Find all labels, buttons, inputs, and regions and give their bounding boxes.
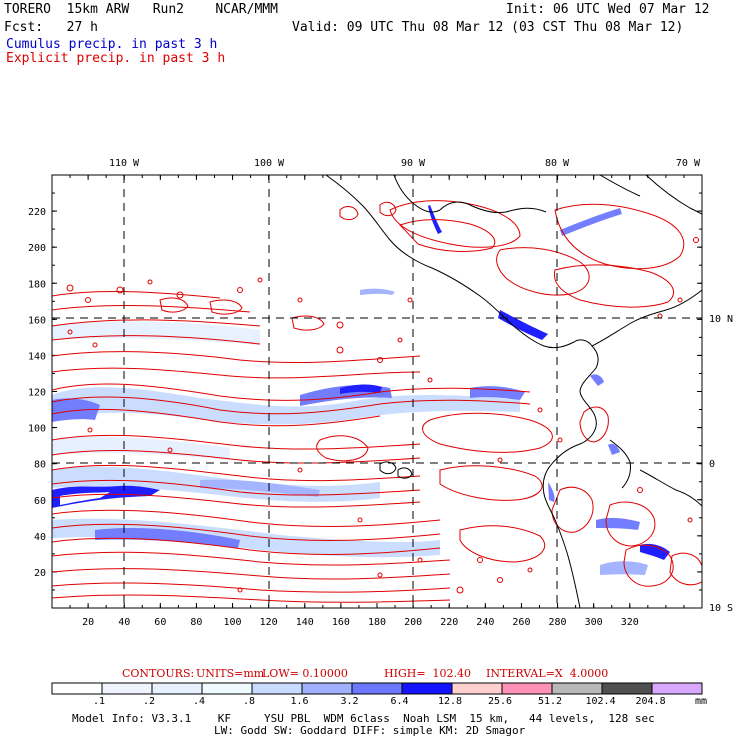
colorbar-label: 25.6 (488, 696, 513, 707)
colorbar-unit: mm (695, 696, 708, 707)
lat-label: 0 (709, 459, 715, 470)
x-tick-label: 220 (440, 617, 458, 628)
colorbar-label: 6.4 (390, 696, 409, 707)
colorbar-label: 204.8 (635, 696, 666, 707)
colorbar-swatch (401, 682, 453, 695)
contour-interval: INTERVAL=X 4.0000 (486, 667, 609, 680)
colorbar-swatch (101, 682, 153, 695)
x-tick-label: 280 (549, 617, 567, 628)
colorbar-label: .1 (93, 696, 106, 707)
x-tick-label: 180 (368, 617, 386, 628)
x-tick-label: 120 (260, 617, 278, 628)
explicit-precip-contours (52, 200, 702, 603)
lon-label: 70 W (676, 158, 701, 169)
y-tick-label: 120 (28, 388, 46, 399)
y-tick-label: 40 (34, 532, 46, 543)
colorbar-label: 102.4 (585, 696, 616, 707)
contour-units: UNITS=mm (196, 667, 265, 680)
x-tick-label: 160 (332, 617, 350, 628)
contour-low: LOW= 0.10000 (262, 667, 348, 680)
x-tick-label: 80 (190, 617, 202, 628)
x-tick-label: 20 (82, 617, 94, 628)
y-tick-label: 100 (28, 424, 46, 435)
coastlines (325, 175, 702, 608)
colorbar-label: .8 (243, 696, 256, 707)
physics-info: LW: Godd SW: Goddard DIFF: simple KM: 2D… (214, 724, 526, 737)
model-title: TORERO 15km ARW Run2 NCAR/MMM (4, 2, 278, 17)
x-tick-label: 60 (154, 617, 166, 628)
lon-label: 80 W (545, 158, 570, 169)
colorbar-swatch (601, 682, 653, 695)
contour-high: HIGH= 102.40 (384, 667, 472, 680)
lon-label: 100 W (254, 158, 285, 169)
lon-label: 110 W (109, 158, 140, 169)
colorbar-label: .4 (193, 696, 206, 707)
x-tick-label: 300 (585, 617, 603, 628)
cumulus-legend: Cumulus precip. in past 3 h (6, 37, 218, 52)
colorbar-label: .2 (143, 696, 156, 707)
right-latitude-labels: 10 N 0 10 S (709, 314, 733, 614)
x-tick-label: 240 (476, 617, 494, 628)
lat-label: 10 S (709, 603, 733, 614)
x-tick-label: 200 (404, 617, 422, 628)
colorbar-label: 1.6 (290, 696, 309, 707)
colorbar-label: 12.8 (438, 696, 463, 707)
y-tick-label: 60 (34, 496, 46, 507)
colorbar-swatch (201, 682, 253, 695)
y-tick-label: 180 (28, 279, 46, 290)
x-tick-label: 40 (118, 617, 130, 628)
colorbar-swatch (151, 682, 203, 695)
latlon-grid (52, 175, 702, 608)
valid-time: Valid: 09 UTC Thu 08 Mar 12 (03 CST Thu … (292, 20, 684, 35)
colorbar-swatch (501, 682, 553, 695)
colorbar-swatch (301, 682, 353, 695)
x-tick-label: 100 (224, 617, 242, 628)
forecast-hour: Fcst: 27 h (4, 20, 98, 35)
contour-info: CONTOURS: UNITS=mm LOW= 0.10000 HIGH= 10… (0, 667, 740, 681)
x-tick-label: 140 (296, 617, 314, 628)
precip-colorbar (51, 682, 703, 695)
precip-map: 110 W 100 W 90 W 80 W 70 W 10 N 0 10 S 20 40 60 8… (28, 158, 733, 628)
colorbar-swatch (551, 682, 603, 695)
lat-label: 10 N (709, 314, 733, 325)
colorbar-swatch (251, 682, 303, 695)
y-tick-label: 80 (34, 460, 46, 471)
top-longitude-labels: 110 W 100 W 90 W 80 W 70 W (109, 158, 701, 169)
model-info: Model Info: V3.3.1 KF YSU PBL WDM 6class… (72, 712, 655, 725)
y-tick-label: 20 (34, 568, 46, 579)
colorbar-swatch (51, 682, 103, 695)
contour-label: CONTOURS: (122, 667, 195, 680)
x-tick-label: 260 (512, 617, 530, 628)
colorbar-swatch (351, 682, 403, 695)
y-tick-label: 160 (28, 315, 46, 326)
colorbar-swatch (451, 682, 503, 695)
init-time: Init: 06 UTC Wed 07 Mar 12 (506, 2, 710, 17)
lon-label: 90 W (401, 158, 426, 169)
y-tick-label: 140 (28, 351, 46, 362)
colorbar-label: 51.2 (538, 696, 563, 707)
colorbar-swatch (651, 682, 703, 695)
cumulus-precip-shading (52, 205, 670, 575)
y-grid-ticks: 20 40 60 80 100 120 140 160 180 200 220 (28, 192, 702, 591)
map-frame (51, 174, 703, 609)
colorbar-label: 3.2 (340, 696, 359, 707)
x-tick-label: 320 (621, 617, 639, 628)
y-tick-label: 220 (28, 207, 46, 218)
y-tick-label: 200 (28, 243, 46, 254)
explicit-legend: Explicit precip. in past 3 h (6, 51, 226, 66)
